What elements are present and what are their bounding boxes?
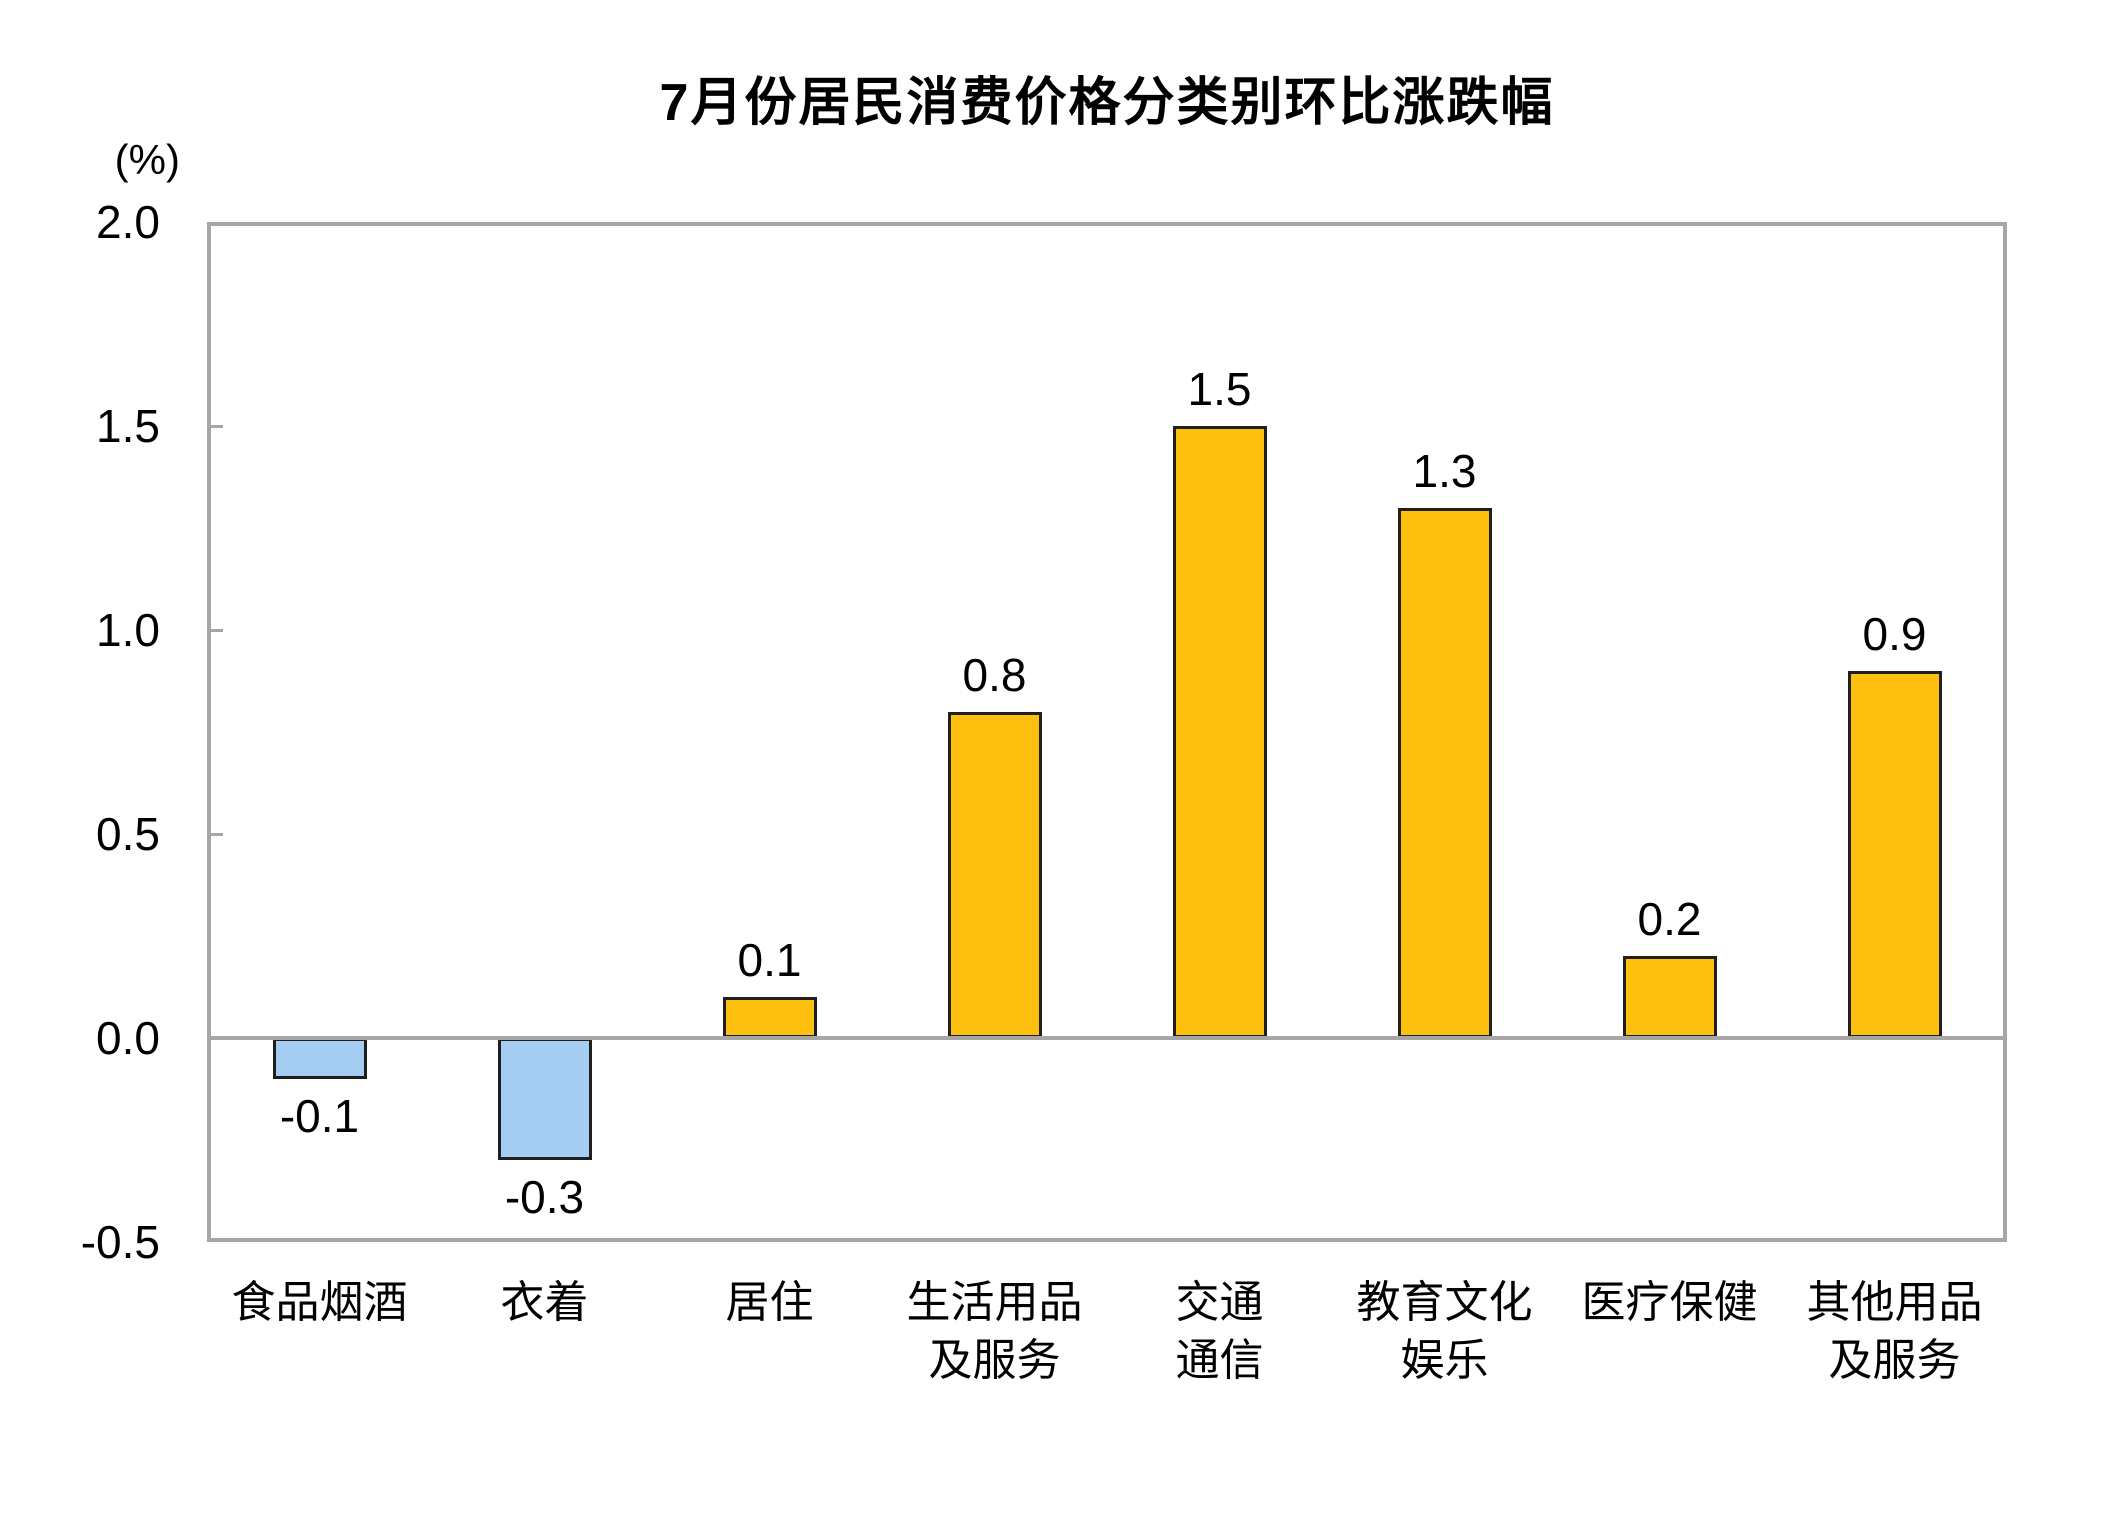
x-axis-category-label-line: 娱乐 — [1400, 1336, 1489, 1385]
bar-其他用品及服务 — [1847, 670, 1942, 1038]
x-axis-category-label-line: 医疗保健 — [1581, 1278, 1758, 1327]
bar-value-label: -0.3 — [504, 1171, 585, 1224]
bar-value-label: 0.1 — [737, 934, 802, 987]
bar-教育文化娱乐 — [1397, 507, 1492, 1038]
chart-title: 7月份居民消费价格分类别环比涨跌幅 — [659, 74, 1555, 132]
bar-医疗保健 — [1622, 956, 1717, 1038]
bar-value-label: 0.2 — [1637, 893, 1702, 946]
y-axis-tick-label: 1.0 — [96, 604, 160, 656]
y-axis-tick-mark — [207, 424, 223, 428]
bar-居住 — [722, 997, 817, 1038]
y-axis-unit-label: (%) — [114, 136, 180, 183]
plot-area-frame — [207, 222, 2007, 1242]
bar-value-label: -0.1 — [279, 1089, 360, 1142]
bar-value-label: 1.3 — [1412, 444, 1477, 497]
x-axis-category-label: 生活用品 及服务 — [855, 1274, 1135, 1390]
x-axis-category-label: 教育文化 娱乐 — [1305, 1274, 1585, 1390]
x-axis-category-label-line: 食品烟酒 — [231, 1278, 408, 1327]
x-axis-category-label-line: 教育文化 — [1356, 1278, 1533, 1327]
y-axis-tick-label: 1.5 — [96, 400, 160, 452]
x-axis-category-label: 食品烟酒 — [180, 1274, 460, 1332]
x-axis-category-label-line: 及服务 — [928, 1336, 1061, 1385]
x-axis-category-label: 居住 — [630, 1274, 910, 1332]
x-axis-category-label-line: 交通 — [1175, 1278, 1264, 1327]
x-axis-category-label-line: 衣着 — [500, 1278, 589, 1327]
bar-value-label: 1.5 — [1187, 363, 1252, 415]
x-axis-category-label-line: 生活用品 — [906, 1278, 1083, 1327]
bar-交通通信 — [1172, 426, 1267, 1038]
y-axis-tick-mark — [207, 832, 223, 836]
x-axis-category-label: 交通 通信 — [1080, 1274, 1360, 1390]
y-axis-tick-mark — [207, 628, 223, 632]
y-axis-tick-label: -0.5 — [80, 1216, 160, 1268]
bar-食品烟酒 — [272, 1038, 367, 1079]
x-axis-category-label-line: 其他用品 — [1806, 1278, 1983, 1327]
x-axis-category-label: 衣着 — [405, 1274, 685, 1332]
bar-value-label: 0.9 — [1862, 607, 1927, 660]
bar-value-label: 0.8 — [962, 648, 1027, 701]
x-axis-category-label-line: 通信 — [1175, 1336, 1264, 1385]
x-axis-category-label-line: 及服务 — [1828, 1336, 1961, 1385]
bar-衣着 — [497, 1038, 592, 1161]
y-axis-tick-label: 2.0 — [96, 196, 160, 248]
x-axis-category-label: 医疗保健 — [1530, 1274, 1810, 1332]
y-axis-tick-label: 0.5 — [96, 808, 160, 860]
bar-生活用品及服务 — [947, 711, 1042, 1038]
y-axis-tick-label: 0.0 — [96, 1012, 160, 1064]
zero-baseline — [207, 1036, 2007, 1040]
x-axis-category-label: 其他用品 及服务 — [1755, 1274, 2035, 1390]
x-axis-category-label-line: 居住 — [725, 1278, 814, 1327]
